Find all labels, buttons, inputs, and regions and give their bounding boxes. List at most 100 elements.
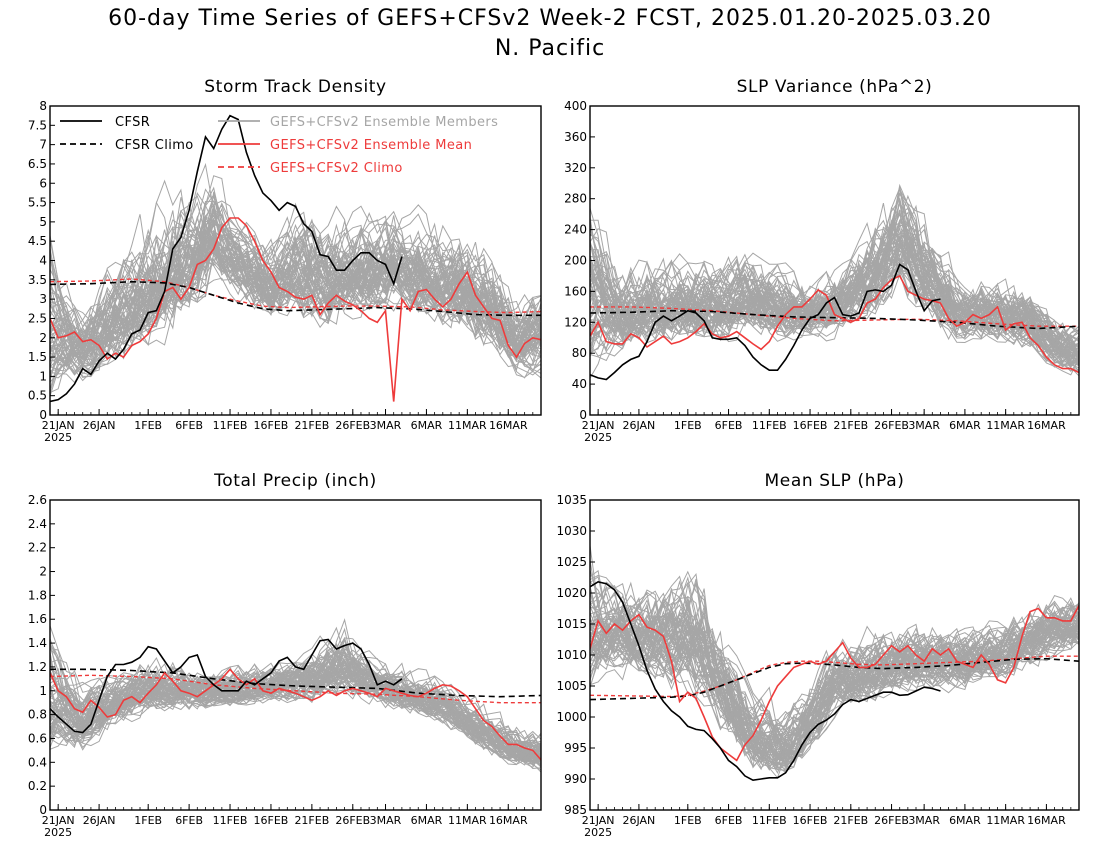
y-tick-label: 40 [572, 377, 587, 391]
x-tick-label: 26FEB [335, 419, 370, 432]
ensemble-member-line [590, 221, 1079, 346]
ensemble-member-line [50, 186, 541, 348]
chart-panel-2: SLP Variance (hPa^2) 0 40 80 120 160 200 240 280… [564, 77, 1080, 444]
x-year-label: 2025 [584, 826, 612, 839]
x-tick-label: 21FEB [833, 814, 868, 827]
y-tick-label: 1010 [556, 648, 587, 662]
x-tick-label: 16MAR [489, 814, 528, 827]
chart-panel-1: Storm Track Density 0 0.5 1 1.5 2 2.5 3 3.5 4 4.5 5… [28, 77, 542, 444]
ensemble-members [50, 162, 541, 397]
y-tick-label: 2.4 [28, 517, 47, 531]
ensemble-member-line [590, 183, 1079, 368]
series-line-cfsr [50, 114, 403, 403]
y-tick-label: 400 [564, 99, 587, 113]
ensemble-member-line [590, 620, 1079, 774]
x-tick-label: 3MAR [370, 419, 402, 432]
y-tick-label: 0.5 [28, 389, 47, 403]
y-tick-label: 0.6 [28, 731, 47, 745]
y-tick-label: 0.2 [28, 779, 47, 793]
x-tick-label: 21JAN [582, 419, 615, 432]
x-tick-label: 11MAR [448, 814, 487, 827]
x-tick-label: 16FEB [793, 814, 828, 827]
x-tick-label: 6MAR [411, 814, 443, 827]
ensemble-member-line [590, 614, 1079, 756]
series-line-gefs-cfsv2-climo [590, 655, 1079, 698]
x-tick-label: 16FEB [254, 814, 289, 827]
x-tick-label: 3MAR [370, 814, 402, 827]
x-tick-label: 16MAR [1027, 814, 1066, 827]
ensemble-member-line [590, 257, 1079, 364]
chart-panel-3: Total Precip (inch) 0 0.2 0.4 0.6 0.8 1 1.2 1.4 1… [28, 471, 542, 839]
y-tick-label: 0.4 [28, 755, 47, 769]
y-tick-label: 2 [39, 565, 47, 579]
figure-title: 60-day Time Series of GEFS+CFSv2 Week-2 … [108, 6, 992, 31]
y-tick-label: 4.5 [28, 234, 47, 248]
series-line-cfsr-climo [50, 668, 541, 698]
x-tick-label: 26FEB [874, 419, 909, 432]
chart-panel-4: Mean SLP (hPa) 985 990 995 1000 1005 1010 1015 1… [556, 471, 1080, 839]
ensemble-member-line [50, 201, 541, 358]
ensemble-member-line [590, 245, 1079, 362]
ensemble-member-line [50, 673, 541, 756]
x-tick-label: 1FEB [134, 814, 162, 827]
y-tick-label: 0.8 [28, 708, 47, 722]
series-line-gefs-cfsv2-ensemble-mean [590, 605, 1079, 762]
ensemble-member-line [50, 239, 541, 364]
ensemble-member-line [590, 628, 1079, 747]
x-tick-label: 1FEB [674, 419, 702, 432]
x-tick-label: 6FEB [175, 419, 203, 432]
series-line-cfsr [590, 580, 941, 782]
ensemble-member-line [50, 179, 541, 368]
y-tick-label: 1000 [556, 710, 587, 724]
x-tick-label: 3MAR [908, 814, 940, 827]
x-tick-label: 16FEB [793, 419, 828, 432]
x-year-label: 2025 [44, 431, 72, 444]
ensemble-member-line [50, 674, 541, 752]
ensemble-member-line [50, 625, 541, 744]
y-tick-label: 1030 [556, 524, 587, 538]
y-tick-label: 1025 [556, 555, 587, 569]
ensemble-member-line [590, 569, 1079, 752]
series-line-cfsr-climo [50, 280, 541, 317]
chart-legend: CFSR CFSR Climo GEFS+CFSv2 Ensemble Member… [60, 115, 498, 176]
series-line-cfsr-climo [590, 657, 1079, 701]
y-tick-label: 6 [39, 176, 47, 190]
y-tick-label: 1.2 [28, 660, 47, 674]
x-tick-label: 16MAR [489, 419, 528, 432]
y-tick-label: 8 [39, 99, 47, 113]
x-tick-label: 11FEB [752, 419, 787, 432]
y-tick-label: 990 [564, 772, 587, 786]
x-tick-label: 26FEB [335, 814, 370, 827]
x-tick-label: 26JAN [622, 814, 655, 827]
x-tick-label: 11FEB [213, 419, 248, 432]
legend-label: GEFS+CFSv2 Climo [270, 161, 403, 176]
y-tick-label: 1.5 [28, 350, 47, 364]
legend-label: GEFS+CFSv2 Ensemble Members [270, 115, 498, 130]
ensemble-member-line [590, 545, 1079, 761]
series-line-cfsr [590, 263, 941, 381]
x-tick-label: 6MAR [949, 419, 981, 432]
x-tick-label: 21FEB [294, 814, 329, 827]
ensemble-member-line [590, 572, 1079, 754]
x-tick-label: 6FEB [175, 814, 203, 827]
ensemble-member-line [50, 212, 541, 358]
y-tick-label: 1 [39, 684, 47, 698]
x-tick-label: 21JAN [42, 814, 75, 827]
y-tick-label: 160 [564, 284, 587, 298]
x-tick-label: 21JAN [582, 814, 615, 827]
ensemble-member-line [50, 175, 541, 358]
panel-title: SLP Variance (hPa^2) [737, 77, 933, 97]
ensemble-member-line [50, 661, 541, 758]
series-line-gefs-cfsv2-ensemble-mean [50, 668, 541, 761]
x-tick-label: 1FEB [134, 419, 162, 432]
x-tick-label: 21JAN [42, 419, 75, 432]
legend-label: GEFS+CFSv2 Ensemble Mean [270, 138, 472, 153]
y-tick-label: 1 [39, 369, 47, 383]
x-year-label: 2025 [584, 431, 612, 444]
y-tick-label: 280 [564, 192, 587, 206]
y-tick-label: 2.6 [28, 493, 47, 507]
x-tick-label: 6FEB [715, 814, 743, 827]
ensemble-member-line [590, 222, 1079, 344]
x-tick-label: 6MAR [411, 419, 443, 432]
y-tick-label: 1.6 [28, 612, 47, 626]
